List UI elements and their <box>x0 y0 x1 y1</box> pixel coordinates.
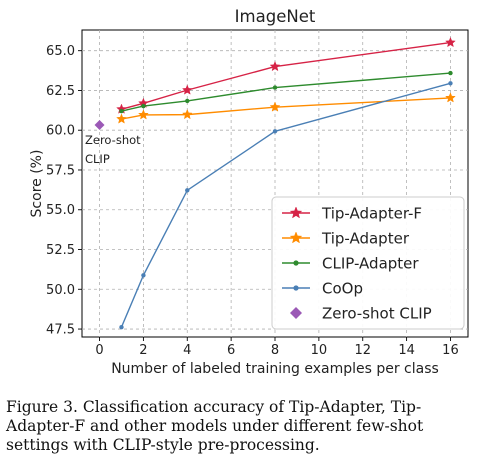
y-tick-label: 47.5 <box>46 323 75 338</box>
data-point <box>141 103 146 109</box>
legend-item: Tip-Adapter <box>282 230 410 248</box>
data-point <box>119 324 124 330</box>
x-tick-label: 16 <box>442 343 459 358</box>
legend-marker <box>293 285 299 291</box>
series-zero-shot-clip <box>94 119 105 130</box>
data-point <box>448 81 453 86</box>
series-tip-adapter <box>116 92 456 124</box>
legend-label: CoOp <box>322 280 363 298</box>
series-line <box>121 72 451 112</box>
x-tick-label: 6 <box>227 343 235 358</box>
data-point <box>94 119 105 130</box>
data-point <box>445 36 456 48</box>
chart-figure: 0 2 4 6 8 10 12 14 16 47.5 50.0 52.5 55.0 57.5 60.0 62… <box>29 7 469 377</box>
figure-caption: Figure 3. Classification accuracy of Tip… <box>6 398 424 454</box>
line-chart: 0 2 4 6 8 10 12 14 16 47.5 50.0 52.5 55.0 57.5 60.0 62… <box>29 7 469 377</box>
x-tick-label: 14 <box>398 343 415 358</box>
series-line <box>121 97 451 120</box>
data-point <box>116 113 127 124</box>
series-clip-adapter <box>119 70 453 114</box>
legend-label: Zero-shot CLIP <box>322 305 432 323</box>
legend-item: CoOp <box>282 280 363 298</box>
legend-item: CLIP-Adapter <box>282 255 419 273</box>
legend-marker <box>293 260 299 266</box>
legend-label: CLIP-Adapter <box>322 255 419 273</box>
series-coop <box>119 81 453 330</box>
x-tick-label: 10 <box>311 343 328 358</box>
x-axis-label: Number of labeled training examples per … <box>111 361 439 377</box>
legend-box <box>271 196 465 330</box>
y-tick-label: 60.0 <box>46 124 75 139</box>
x-tick-label: 8 <box>271 343 279 358</box>
y-axis-label: Score (%) <box>29 150 45 218</box>
legend-marker <box>289 231 303 244</box>
y-tick-label: 50.0 <box>46 283 75 298</box>
y-tick-label: 52.5 <box>46 243 75 258</box>
series-tip-adapter-f <box>116 36 456 114</box>
data-point <box>269 60 281 72</box>
y-tick-label: 65.0 <box>46 44 75 59</box>
x-tick-label: 2 <box>139 343 147 358</box>
data-point <box>181 84 193 95</box>
data-point <box>138 109 149 120</box>
y-tick-label: 57.5 <box>46 163 75 178</box>
x-tick-label: 4 <box>183 343 191 358</box>
legend-label: Tip-Adapter <box>321 230 410 248</box>
annotations: Zero-shot CLIP <box>85 133 141 166</box>
data-point <box>185 98 190 104</box>
data-point <box>141 273 146 278</box>
legend-item: Tip-Adapter-F <box>282 205 422 223</box>
data-point <box>448 70 453 76</box>
data-point <box>119 108 124 114</box>
x-tick-label: 12 <box>354 343 371 358</box>
y-axis-ticks: 47.5 50.0 52.5 55.0 57.5 60.0 62.5 65.0 <box>46 44 82 338</box>
x-axis-ticks: 0 2 4 6 8 10 12 14 16 <box>95 337 459 358</box>
data-point <box>181 108 193 120</box>
data-point <box>272 85 278 90</box>
series-lines <box>94 36 456 330</box>
legend-item: Zero-shot CLIP <box>290 305 432 323</box>
y-tick-label: 55.0 <box>46 203 75 218</box>
legend: Tip-Adapter-F Tip-Adapter CLIP-Adapter CoOp… <box>271 196 465 330</box>
data-point <box>185 188 190 193</box>
x-tick-label: 0 <box>95 343 103 358</box>
data-point <box>445 92 456 103</box>
series-line <box>121 41 451 110</box>
annotation-text: Zero-shot <box>85 133 141 147</box>
data-point <box>269 101 281 112</box>
legend-label: Tip-Adapter-F <box>321 205 422 223</box>
annotation-text: CLIP <box>85 152 110 166</box>
legend-marker <box>289 206 303 219</box>
data-point <box>272 129 278 134</box>
chart-title: ImageNet <box>235 7 316 26</box>
legend-marker <box>290 307 302 319</box>
y-tick-label: 62.5 <box>46 84 75 99</box>
